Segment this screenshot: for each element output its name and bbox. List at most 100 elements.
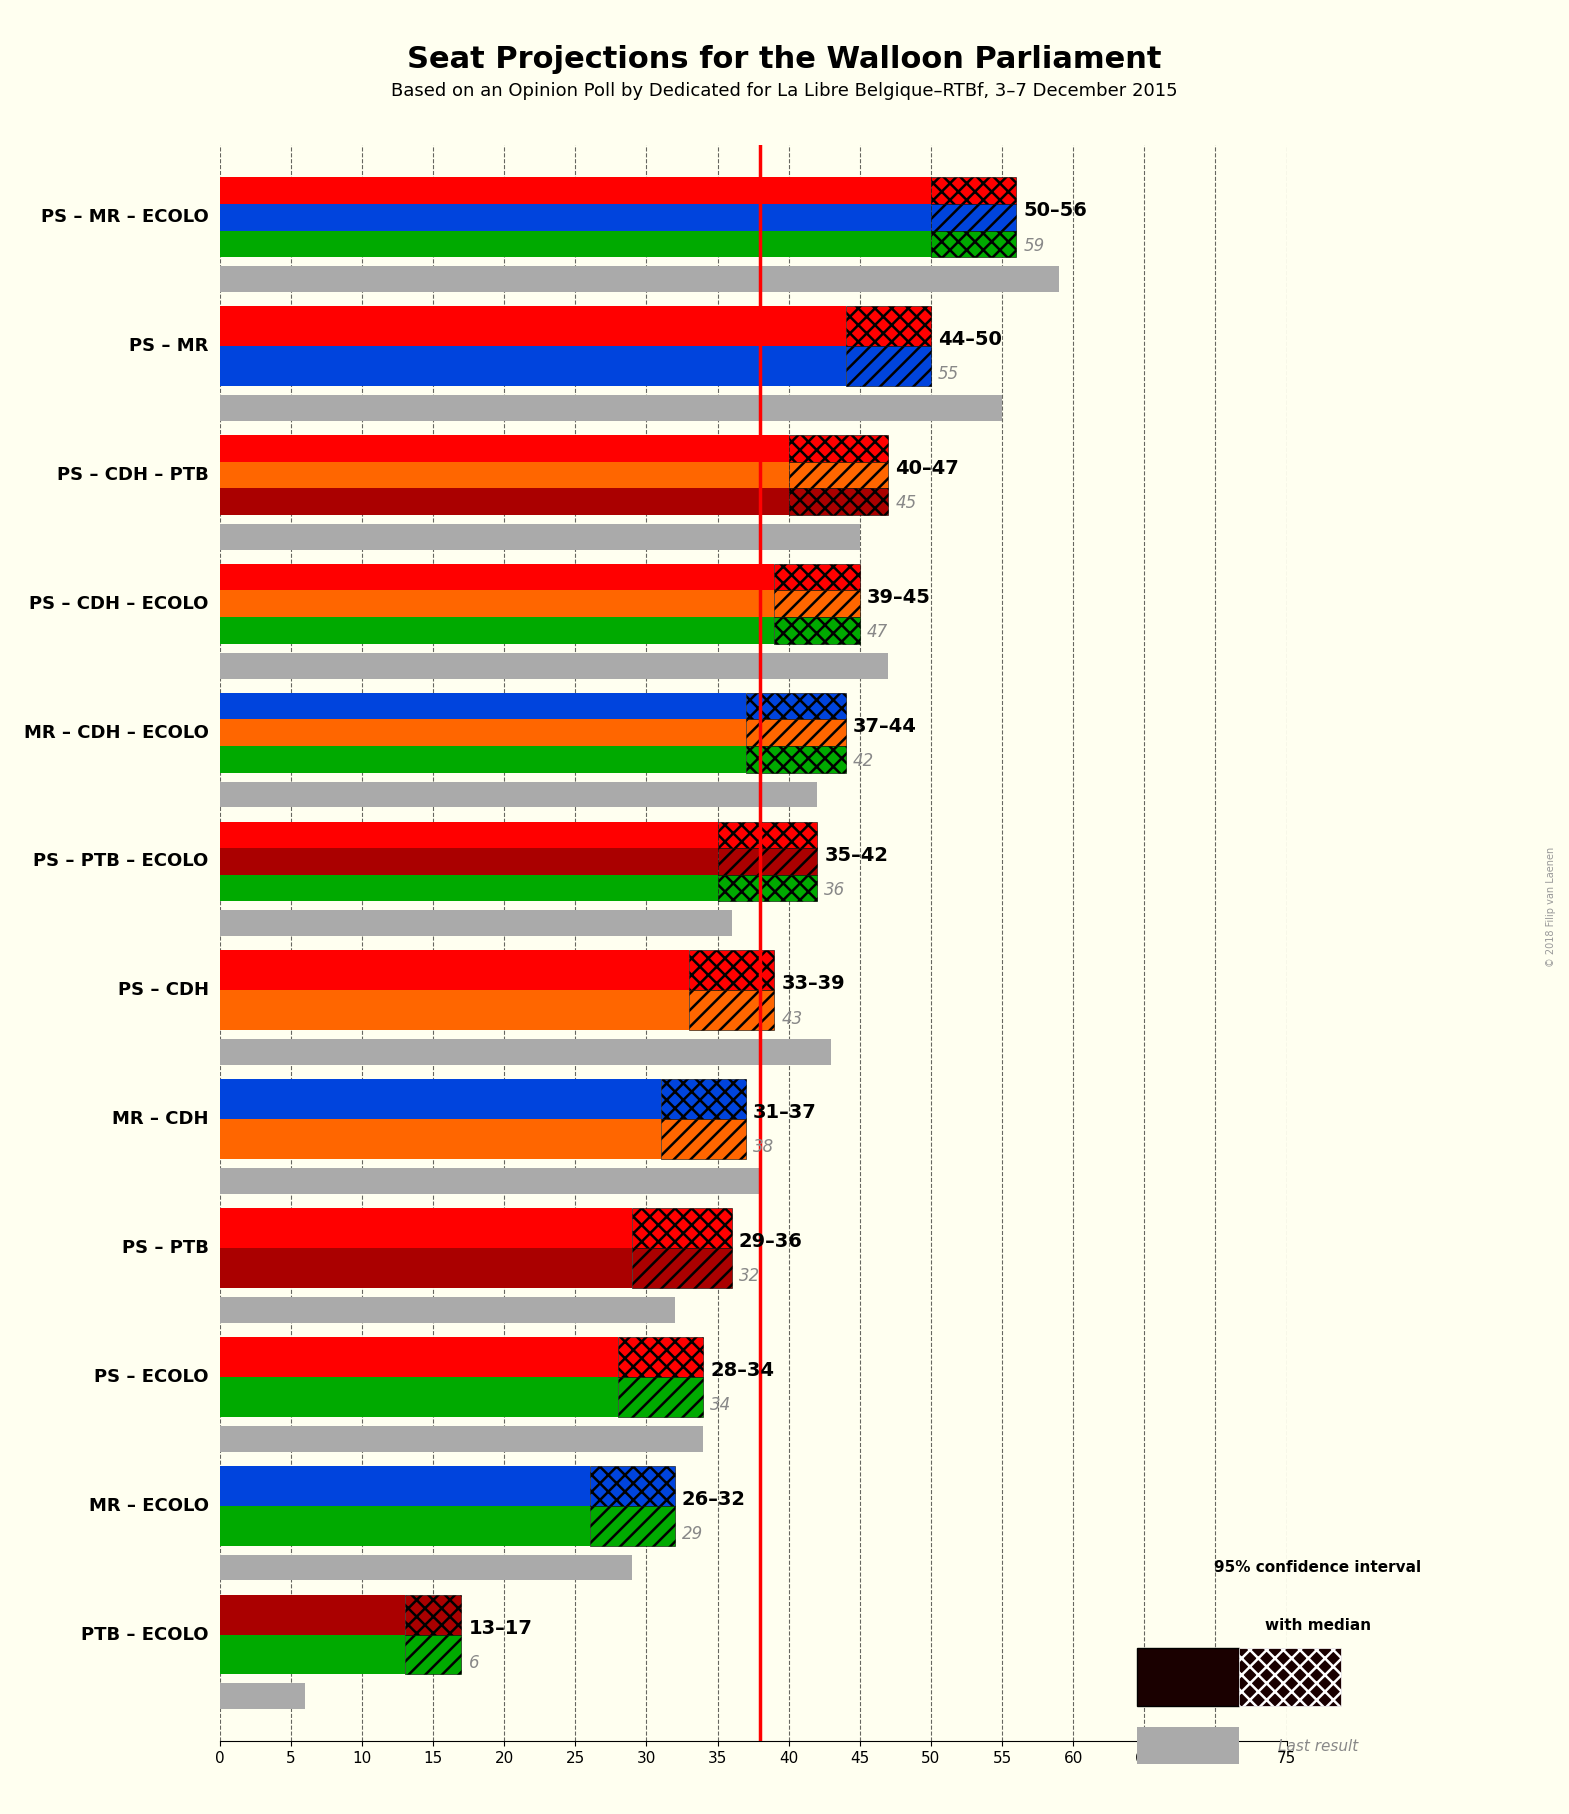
Text: 40–47: 40–47 bbox=[896, 459, 959, 479]
Bar bbox=[220, 990, 689, 1030]
Text: 42: 42 bbox=[852, 753, 874, 769]
Bar bbox=[775, 564, 860, 591]
Bar bbox=[220, 720, 745, 746]
Bar bbox=[220, 653, 888, 678]
Text: 26–32: 26–32 bbox=[683, 1489, 745, 1509]
Bar bbox=[745, 746, 846, 773]
Bar bbox=[220, 951, 689, 990]
Bar bbox=[846, 346, 930, 386]
Bar bbox=[220, 395, 1003, 421]
Bar bbox=[220, 203, 930, 230]
Bar bbox=[1138, 1647, 1240, 1705]
Bar bbox=[220, 488, 789, 515]
Bar bbox=[220, 591, 775, 617]
Bar bbox=[220, 1634, 405, 1674]
Bar bbox=[632, 1248, 731, 1288]
Bar bbox=[1240, 1647, 1340, 1705]
Bar bbox=[717, 822, 817, 849]
Bar bbox=[220, 874, 717, 902]
Text: 29: 29 bbox=[683, 1526, 703, 1544]
Bar bbox=[220, 693, 745, 720]
Bar bbox=[220, 822, 717, 849]
Text: 6: 6 bbox=[469, 1654, 479, 1673]
Bar bbox=[220, 849, 717, 874]
Bar bbox=[789, 488, 888, 515]
Text: 55: 55 bbox=[938, 365, 959, 383]
Bar bbox=[220, 1555, 632, 1580]
Text: Last result: Last result bbox=[1277, 1740, 1359, 1754]
Bar bbox=[220, 1297, 675, 1322]
Bar bbox=[661, 1119, 745, 1159]
Bar bbox=[745, 693, 846, 720]
Bar bbox=[789, 435, 888, 461]
Bar bbox=[220, 267, 1059, 292]
Text: 37–44: 37–44 bbox=[852, 717, 916, 736]
Text: with median: with median bbox=[1265, 1618, 1371, 1633]
Bar bbox=[405, 1634, 461, 1674]
Bar bbox=[1138, 1727, 1240, 1765]
Bar bbox=[689, 951, 775, 990]
Text: © 2018 Filip van Laenen: © 2018 Filip van Laenen bbox=[1547, 847, 1556, 967]
Bar bbox=[220, 1119, 661, 1159]
Text: 47: 47 bbox=[868, 624, 888, 640]
Bar bbox=[220, 564, 775, 591]
Bar bbox=[717, 849, 817, 874]
Bar bbox=[717, 874, 817, 902]
Bar bbox=[846, 307, 930, 346]
Bar bbox=[220, 1039, 832, 1065]
Text: 35–42: 35–42 bbox=[824, 845, 888, 865]
Bar bbox=[220, 782, 817, 807]
Bar bbox=[220, 911, 731, 936]
Bar bbox=[220, 1079, 661, 1119]
Text: 28–34: 28–34 bbox=[711, 1360, 775, 1380]
Text: 43: 43 bbox=[781, 1010, 803, 1029]
Bar bbox=[590, 1506, 675, 1546]
Text: 33–39: 33–39 bbox=[781, 974, 846, 994]
Bar bbox=[220, 1168, 761, 1194]
Bar bbox=[930, 203, 1017, 230]
Bar bbox=[405, 1595, 461, 1634]
Bar bbox=[220, 1595, 405, 1634]
Bar bbox=[775, 617, 860, 644]
Bar bbox=[220, 461, 789, 488]
Bar bbox=[661, 1079, 745, 1119]
Text: 36: 36 bbox=[824, 882, 846, 898]
Bar bbox=[220, 1683, 304, 1709]
Bar bbox=[220, 1248, 632, 1288]
Bar bbox=[220, 230, 930, 258]
Bar bbox=[220, 435, 789, 461]
Bar bbox=[220, 1208, 632, 1248]
Bar bbox=[220, 746, 745, 773]
Bar bbox=[618, 1377, 703, 1417]
Bar bbox=[775, 591, 860, 617]
Text: Seat Projections for the Walloon Parliament: Seat Projections for the Walloon Parliam… bbox=[408, 45, 1161, 74]
Text: 39–45: 39–45 bbox=[868, 588, 930, 608]
Text: 31–37: 31–37 bbox=[753, 1103, 817, 1123]
Bar bbox=[220, 617, 775, 644]
Bar bbox=[618, 1337, 703, 1377]
Bar bbox=[220, 1466, 590, 1506]
Bar bbox=[689, 990, 775, 1030]
Bar bbox=[745, 720, 846, 746]
Bar bbox=[220, 1506, 590, 1546]
Bar bbox=[930, 230, 1017, 258]
Text: 32: 32 bbox=[739, 1268, 759, 1286]
Text: 38: 38 bbox=[753, 1139, 775, 1157]
Text: 95% confidence interval: 95% confidence interval bbox=[1214, 1560, 1422, 1575]
Bar bbox=[220, 524, 860, 550]
Text: 45: 45 bbox=[896, 493, 916, 512]
Bar bbox=[220, 307, 846, 346]
Bar bbox=[632, 1208, 731, 1248]
Bar bbox=[220, 1426, 703, 1451]
Text: 59: 59 bbox=[1023, 236, 1045, 254]
Text: 44–50: 44–50 bbox=[938, 330, 1003, 348]
Bar bbox=[930, 178, 1017, 203]
Bar bbox=[220, 1377, 618, 1417]
Bar bbox=[220, 346, 846, 386]
Bar bbox=[220, 1337, 618, 1377]
Text: 29–36: 29–36 bbox=[739, 1232, 803, 1252]
Text: Based on an Opinion Poll by Dedicated for La Libre Belgique–RTBf, 3–7 December 2: Based on an Opinion Poll by Dedicated fo… bbox=[391, 82, 1178, 100]
Bar bbox=[789, 461, 888, 488]
Text: 13–17: 13–17 bbox=[469, 1618, 532, 1638]
Bar bbox=[590, 1466, 675, 1506]
